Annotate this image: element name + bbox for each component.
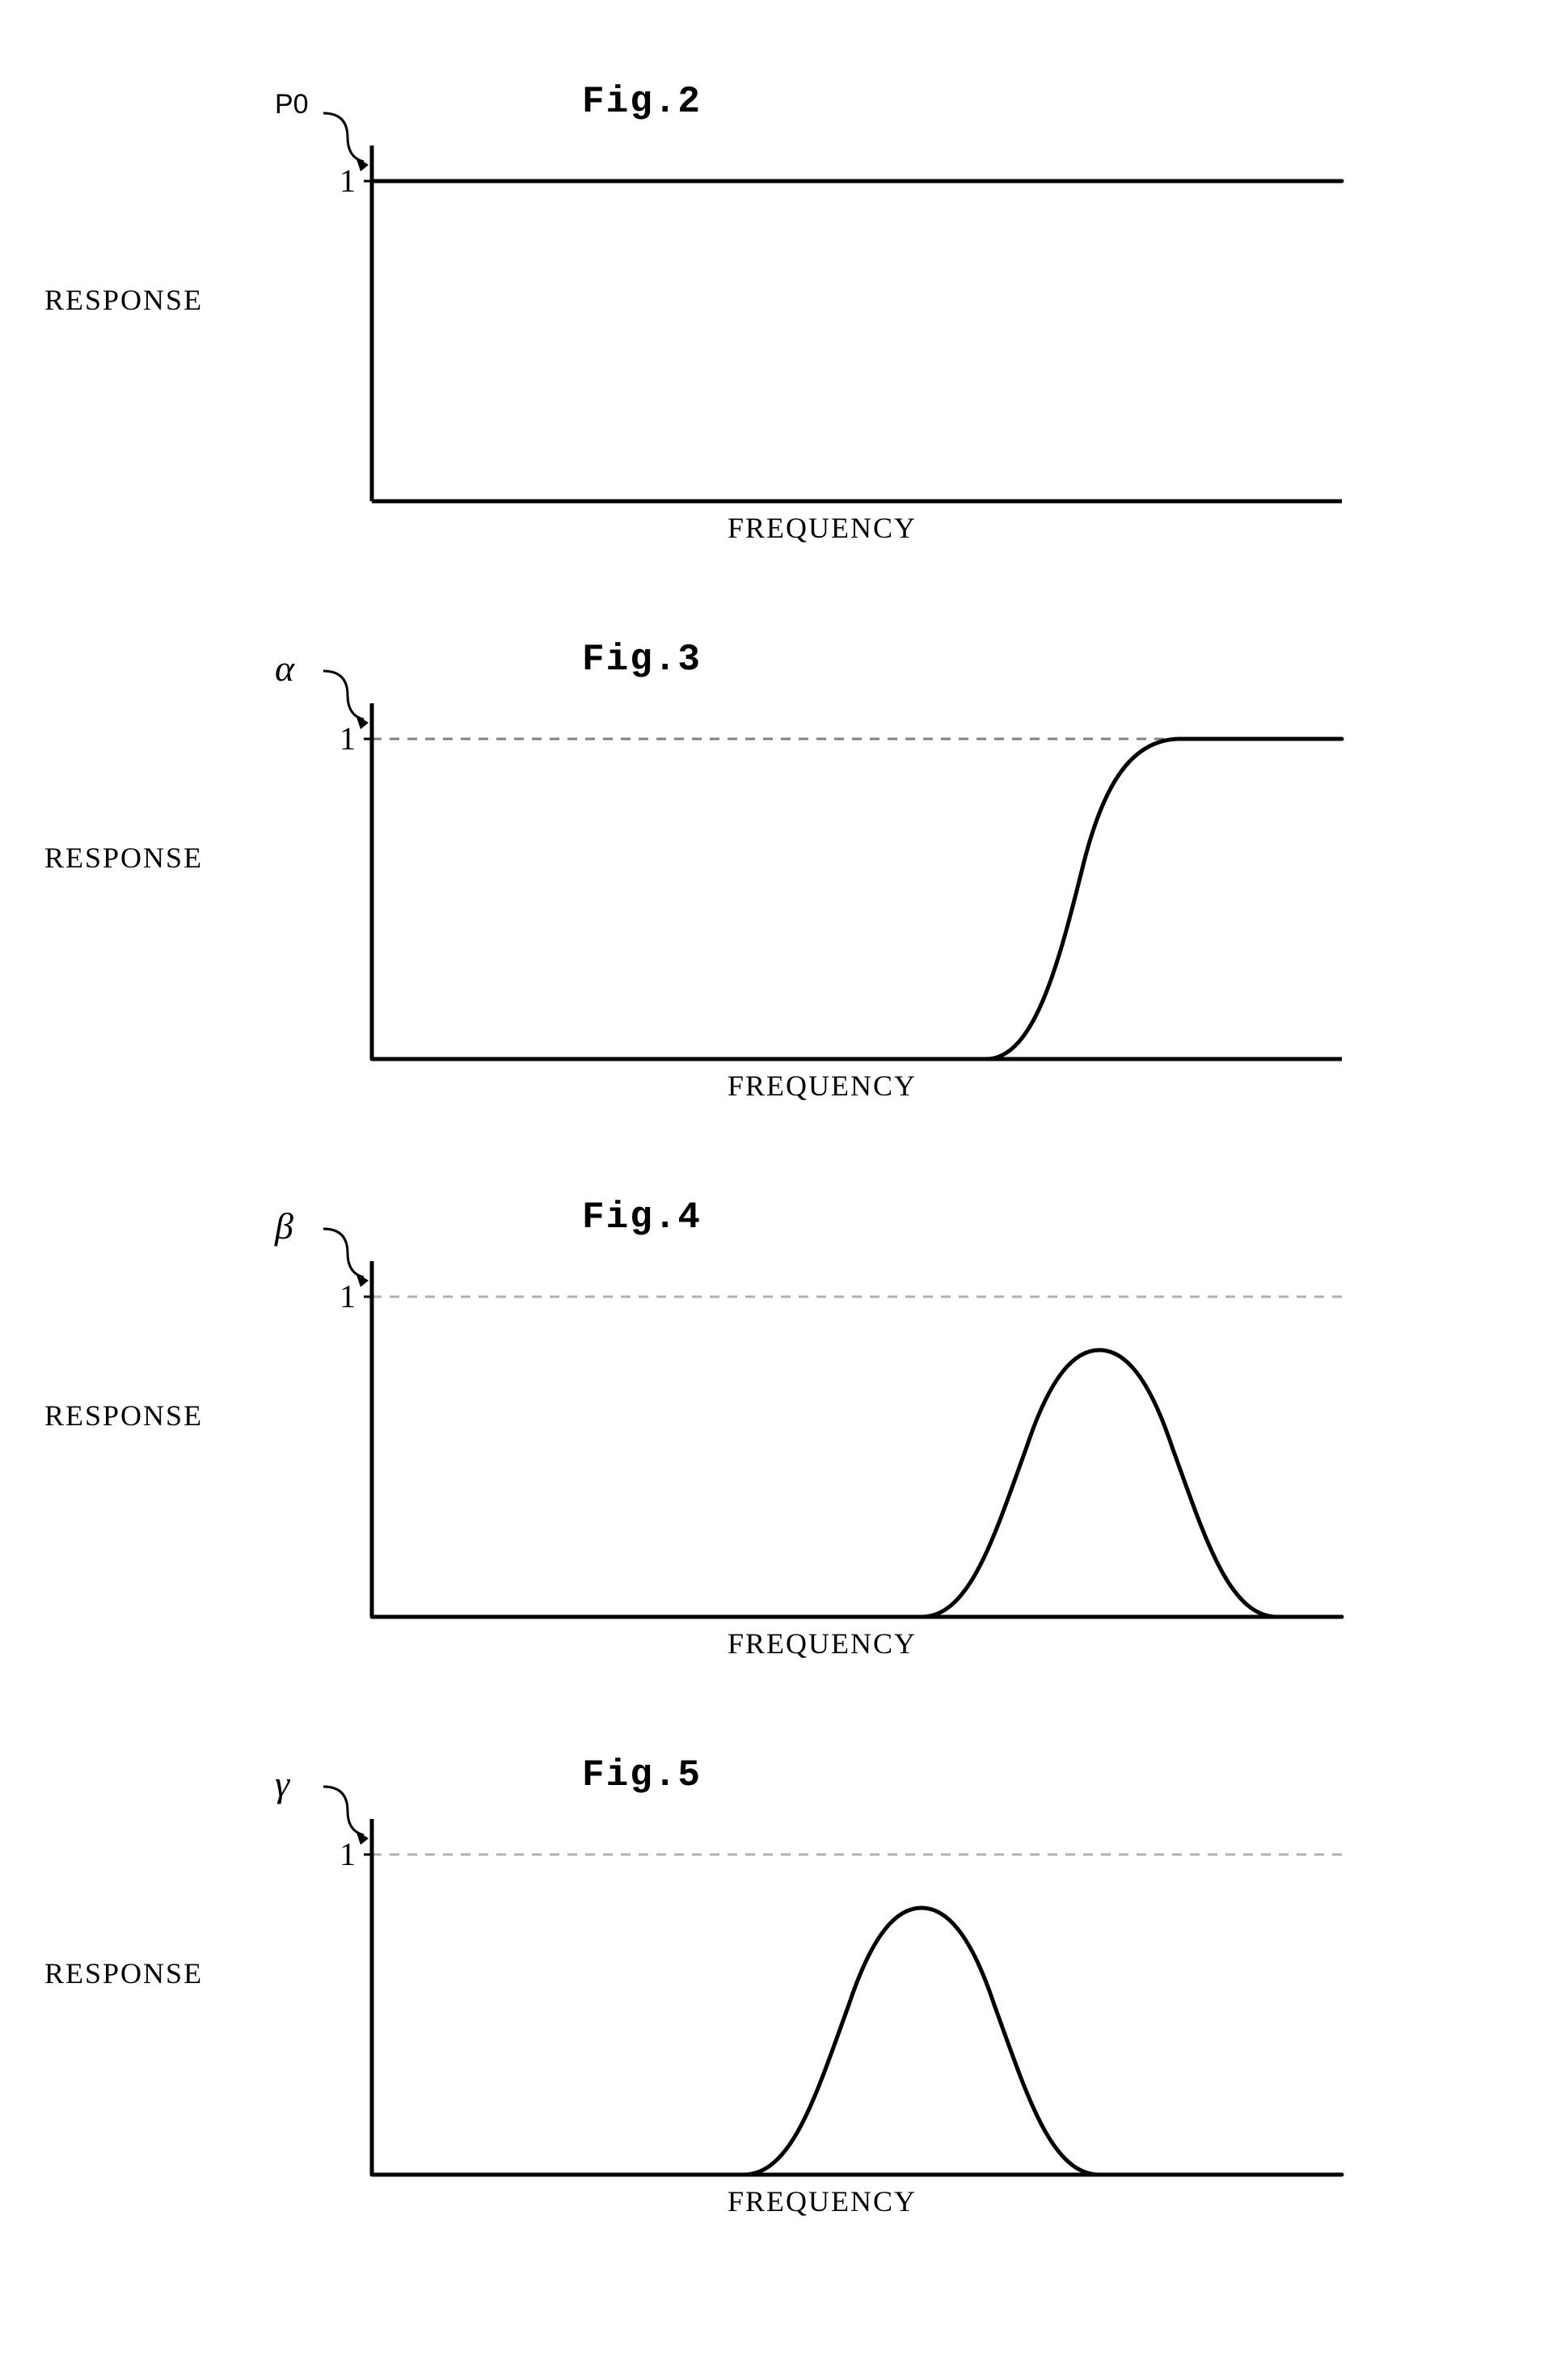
fig3-ytick-1: 1 [340,719,356,757]
fig3-ylabel: RESPONSE [44,841,203,875]
fig3-xlabel: FREQUENCY [728,1069,917,1103]
fig2-ytick-1: 1 [340,162,356,200]
fig5-ylabel: RESPONSE [44,1956,203,1990]
fig2-ylabel: RESPONSE [44,283,203,317]
fig5-title: Fig.5 [582,1754,702,1796]
fig5-plot [372,1819,1342,2183]
fig4-xlabel: FREQUENCY [728,1627,917,1661]
fig3-curve [372,739,1342,1059]
fig4-ytick-1: 1 [340,1277,356,1315]
fig2-xlabel: FREQUENCY [728,511,917,545]
fig5-ytick-1: 1 [340,1835,356,1873]
fig4-curve [372,1350,1342,1617]
fig3-title: Fig.3 [582,639,702,681]
fig4-title: Fig.4 [582,1196,702,1239]
fig3-plot [372,703,1342,1067]
fig2-title: Fig.2 [582,81,702,123]
fig5-xlabel: FREQUENCY [728,2184,917,2218]
fig5-curve [372,1908,1342,2175]
fig4-ylabel: RESPONSE [44,1399,203,1433]
fig2-plot [372,146,1342,509]
fig4-plot [372,1261,1342,1625]
